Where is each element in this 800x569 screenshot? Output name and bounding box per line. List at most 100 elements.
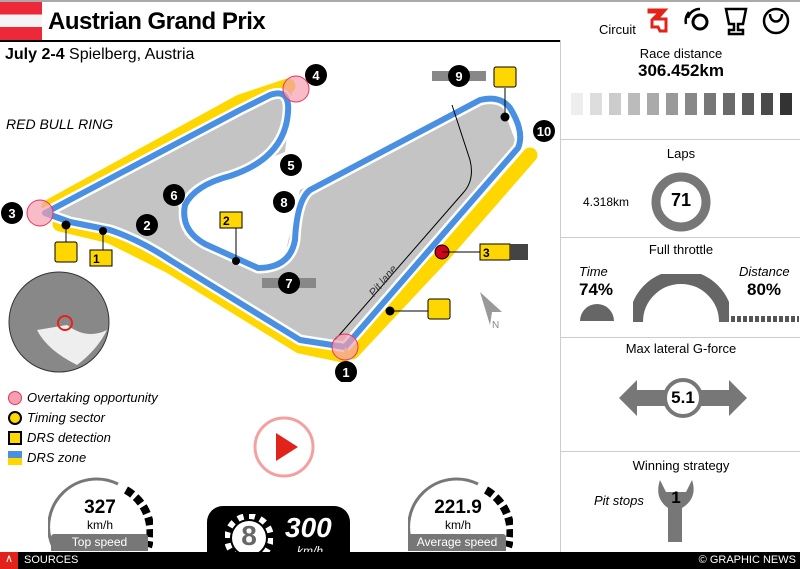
full-throttle-label: Full throttle [648,242,714,257]
timing-sector-icon [8,410,22,425]
svg-text:N: N [492,320,499,331]
svg-text:2: 2 [143,218,150,233]
circuit-icon[interactable] [644,6,672,36]
g-force-value: 5.1 [671,388,695,407]
overtake-turn4 [282,75,310,103]
corner-numbers: 1 2 3 4 5 6 7 8 9 10 [1,64,555,382]
svg-text:2: 2 [223,214,230,228]
corner-4: 4 [305,64,327,86]
corner-1: 1 [335,361,357,382]
svg-text:3: 3 [483,246,490,260]
race-distance-label: Race distance [639,46,723,61]
avg-speed-value: 221.9 [434,497,482,518]
svg-text:1: 1 [342,365,349,380]
svg-text:5: 5 [287,158,294,173]
throttle-distance-label: Distance [739,264,790,279]
top-speed-unit: km/h [86,518,113,532]
svg-text:8: 8 [280,195,287,210]
race-date-location: July 2-4 Spielberg, Austria [5,46,194,64]
throttle-distance-bar [731,316,799,322]
laps-label: Laps [666,146,696,161]
svg-text:3: 3 [8,206,15,221]
overtake-turn1 [331,333,359,361]
drs-detection-icon [8,430,22,445]
svg-text:10: 10 [537,124,551,139]
north-arrow-icon: N [480,292,502,331]
drs-zone-icon [8,450,22,465]
legend-overtaking: Overtaking opportunity [8,390,158,405]
throttle-time-label: Time [579,264,608,279]
g-force-arrows-icon [619,378,747,418]
corner-3: 3 [1,202,23,224]
corner-8: 8 [273,191,295,213]
overtaking-markers [26,75,359,361]
corner-9: 9 [432,65,486,87]
legend-drs-detection: DRS detection [8,430,111,445]
location-marker [57,315,73,331]
g-force-panel: Max lateral G-force 5.1 [561,338,800,452]
throttle-distance-value: 80% [747,280,782,299]
trophy-icon[interactable] [722,6,750,36]
race-location: Spielberg, Austria [69,46,195,63]
top-speed-value: 327 [84,497,116,518]
top-speed-label: Top speed [51,534,148,551]
pit-lane [334,104,472,341]
header-divider [0,40,560,42]
overtake-icon [8,390,22,405]
svg-text:9: 9 [455,69,462,84]
legend-drs-zone: DRS zone [8,450,86,465]
svg-text:7: 7 [285,276,292,291]
overtake-turn3 [26,199,54,227]
svg-text:4: 4 [312,68,320,83]
gear-number: 8 [241,520,257,551]
gear-icon [225,514,273,562]
sources-toggle-icon[interactable]: ∧ [0,552,18,569]
laps-panel: Laps 4.318km 71 [561,140,800,238]
throttle-time-value: 74% [579,280,614,299]
top-border [0,0,800,2]
timing-sectors: 1 2 3 [89,211,528,267]
svg-text:1: 1 [93,252,100,266]
race-date: July 2-4 [5,46,65,63]
svg-text:6: 6 [170,188,177,203]
corner-7: 7 [262,272,316,294]
avg-speed-gauge [408,477,513,549]
drs-detection-markers [54,66,517,320]
distance-bar [561,93,800,115]
top-speed-gauge [48,477,153,549]
strategy-label: Winning strategy [632,458,730,473]
throttle-arc [633,274,729,323]
race-distance-panel: Race distance 306.452km [561,40,800,140]
sources-link[interactable]: SOURCES [24,554,79,566]
g-force-label: Max lateral G-force [625,341,737,356]
throttle-time-gauge [580,304,614,321]
credit: © GRAPHIC NEWS [698,554,796,566]
page-title: Austrian Grand Prix [48,8,266,35]
laps-value: 71 [670,190,692,210]
gear-speed: 300 [285,512,332,543]
play-button[interactable] [252,415,316,479]
full-throttle-panel: Full throttle Time 74% Distance 80% [561,238,800,338]
lap-length: 4.318km [583,195,630,209]
austria-flag [0,2,42,40]
circuit-tab-label: Circuit [599,22,636,37]
steering-wheel-icon[interactable] [762,6,790,36]
globe-map [8,271,110,373]
legend-timing: Timing sector [8,410,105,425]
race-distance-value: 306.452km [637,61,725,80]
pit-stops-label: Pit stops [594,493,644,508]
track-map: Pit lane 1 2 3 4 5 6 7 8 9 10 1 2 3 N [1,64,555,382]
stats-sidebar: Race distance 306.452km Laps 4.318km 71 … [560,40,800,552]
corner-2: 2 [136,214,158,236]
wrench-icon [658,480,694,542]
avg-speed-unit: km/h [444,518,471,532]
pit-stops-value: 1 [671,488,681,507]
corner-5: 5 [280,154,302,176]
corner-10: 10 [533,120,555,142]
corner-6: 6 [163,184,185,206]
avg-speed-label: Average speed [408,534,506,551]
tyre-icon[interactable] [684,6,712,36]
laps-cycle-icon [651,172,711,232]
circuit-name: RED BULL RING [6,116,114,132]
footer: ∧ SOURCES © GRAPHIC NEWS [0,552,800,569]
